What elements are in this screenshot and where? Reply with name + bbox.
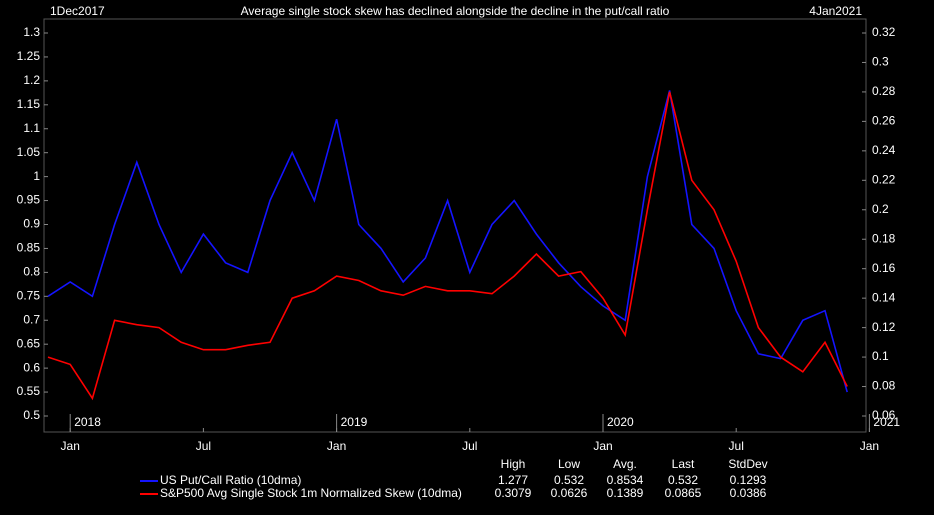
- stats-value: 0.0386: [730, 486, 767, 500]
- y-tick-label: 1.05: [17, 145, 41, 159]
- y2-tick-label: 0.28: [872, 84, 896, 98]
- year-label: 2020: [607, 415, 634, 429]
- end-label: 4Jan2021: [809, 4, 862, 18]
- y2-tick-label: 0.22: [872, 172, 896, 186]
- plot-frame: [43, 18, 867, 433]
- y-tick-label: 1: [33, 169, 40, 183]
- y2-tick-label: 0.26: [872, 114, 896, 128]
- y2-tick-label: 0.14: [872, 290, 896, 304]
- legend-label: S&P500 Avg Single Stock 1m Normalized Sk…: [160, 486, 462, 500]
- stats-value: 0.8534: [607, 473, 644, 487]
- stats-value: 0.3079: [495, 486, 532, 500]
- y2-tick-label: 0.06: [872, 408, 896, 422]
- stats-value: 0.532: [554, 473, 584, 487]
- y-tick-label: 1.3: [23, 25, 40, 39]
- y2-tick-label: 0.12: [872, 320, 896, 334]
- y-tick-label: 1.25: [17, 49, 41, 63]
- stats-value: 0.1389: [607, 486, 644, 500]
- x-tick-label: Jan: [593, 439, 612, 453]
- stats-value: 0.532: [668, 473, 698, 487]
- y-tick-label: 1.15: [17, 97, 41, 111]
- y-tick-label: 0.95: [17, 193, 41, 207]
- year-label: 2021: [873, 415, 900, 429]
- stats-header: High: [501, 457, 526, 471]
- y-tick-label: 0.9: [23, 217, 40, 231]
- y2-tick-label: 0.1: [872, 349, 889, 363]
- x-tick-label: Jan: [327, 439, 346, 453]
- start-label: 1Dec2017: [50, 4, 105, 18]
- y-tick-label: 0.75: [17, 288, 41, 302]
- y-tick-label: 0.5: [23, 408, 40, 422]
- legend-label: US Put/Call Ratio (10dma): [160, 473, 301, 487]
- chart-title: Average single stock skew has declined a…: [241, 4, 670, 18]
- year-label: 2018: [74, 415, 101, 429]
- stats-header: Avg.: [613, 457, 637, 471]
- stats-header: StdDev: [728, 457, 767, 471]
- x-tick-label: Jul: [462, 439, 477, 453]
- x-tick-label: Jul: [196, 439, 211, 453]
- stats-value: 0.1293: [730, 473, 767, 487]
- y-tick-label: 0.55: [17, 384, 41, 398]
- y2-tick-label: 0.2: [872, 202, 889, 216]
- stats-header: Last: [672, 457, 695, 471]
- stats-value: 0.0865: [665, 486, 702, 500]
- y2-tick-label: 0.18: [872, 231, 896, 245]
- y-tick-label: 0.65: [17, 336, 41, 350]
- series-line: [47, 91, 848, 401]
- y-tick-label: 0.85: [17, 241, 41, 255]
- x-tick-label: Jan: [860, 439, 879, 453]
- x-tick-label: Jan: [61, 439, 80, 453]
- y2-tick-label: 0.32: [872, 25, 896, 39]
- x-tick-label: Jul: [729, 439, 744, 453]
- year-label: 2019: [341, 415, 368, 429]
- y-tick-label: 1.2: [23, 73, 40, 87]
- y2-tick-label: 0.08: [872, 379, 896, 393]
- stats-value: 0.0626: [551, 486, 588, 500]
- y-tick-label: 0.6: [23, 360, 40, 374]
- y2-tick-label: 0.16: [872, 261, 896, 275]
- stats-value: 1.277: [498, 473, 528, 487]
- y-tick-label: 1.1: [23, 121, 40, 135]
- stats-header: Low: [558, 457, 580, 471]
- series-line: [47, 90, 848, 393]
- y2-tick-label: 0.3: [872, 55, 889, 69]
- y-tick-label: 0.7: [23, 312, 40, 326]
- y2-tick-label: 0.24: [872, 143, 896, 157]
- y-tick-label: 0.8: [23, 265, 40, 279]
